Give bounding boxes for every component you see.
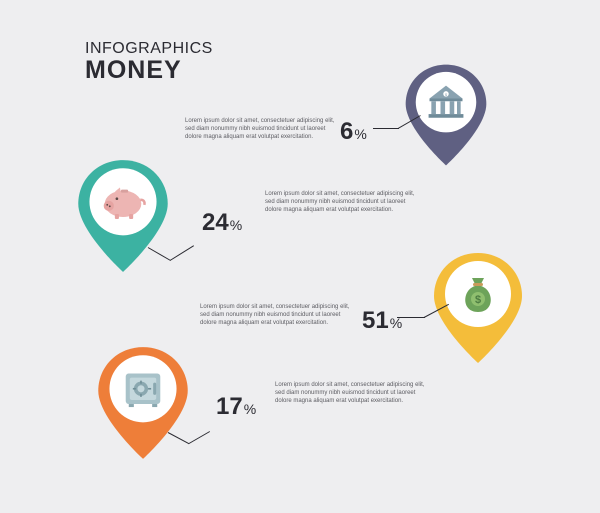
connector-bag-1 — [397, 317, 425, 318]
svg-text:$: $ — [475, 294, 481, 306]
pin-bag-shape: $ — [428, 248, 528, 368]
text-piggy: Lorem ipsum dolor sit amet, consectetuer… — [265, 190, 420, 214]
percent-bank-num: 6 — [340, 118, 353, 146]
pin-bank: $ — [400, 60, 492, 170]
percent-safe: 17 % — [216, 393, 256, 421]
text-bag: Lorem ipsum dolor sit amet, consectetuer… — [200, 303, 355, 327]
percent-piggy: 24 % — [202, 209, 242, 237]
pin-piggy — [72, 155, 174, 277]
percent-safe-num: 17 — [216, 393, 243, 421]
percent-piggy-sym: % — [230, 217, 242, 233]
percent-bag: 51 % — [362, 307, 402, 335]
title-block: INFOGRAPHICS MONEY — [85, 40, 213, 85]
percent-safe-sym: % — [244, 401, 256, 417]
title-line2: MONEY — [85, 56, 213, 85]
text-safe: Lorem ipsum dolor sit amet, consectetuer… — [275, 381, 430, 405]
percent-piggy-num: 24 — [202, 209, 229, 237]
percent-bank-sym: % — [354, 126, 366, 142]
svg-text:$: $ — [445, 93, 447, 97]
text-bank: Lorem ipsum dolor sit amet, consectetuer… — [185, 117, 340, 141]
pin-safe — [92, 342, 194, 464]
percent-bag-num: 51 — [362, 307, 389, 335]
pin-bank-shape: $ — [400, 60, 492, 170]
safe-icon — [126, 374, 161, 408]
percent-bank: 6 % — [340, 118, 367, 146]
connector-bank-1 — [373, 128, 399, 129]
pin-bag: $ — [428, 248, 528, 368]
pin-safe-shape — [92, 342, 194, 464]
pin-piggy-shape — [72, 155, 174, 277]
